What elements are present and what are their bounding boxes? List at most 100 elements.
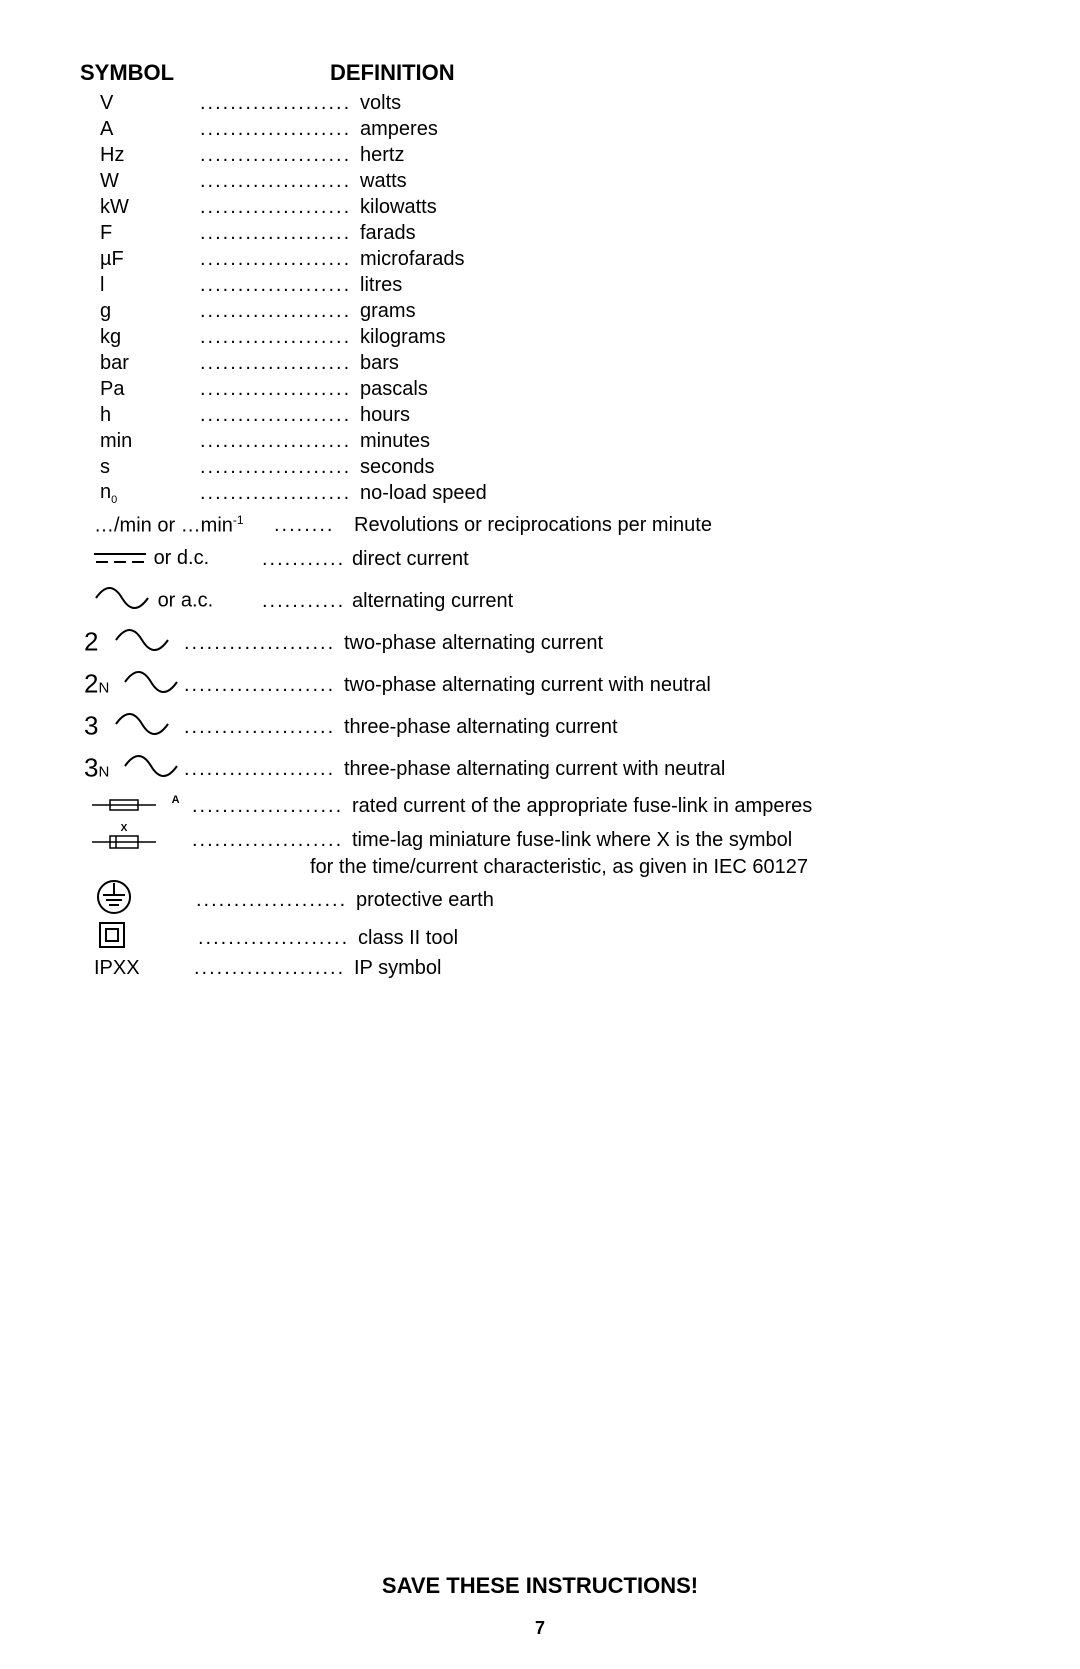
row-ipxx: IPXX ........................ IP symbol: [80, 955, 1000, 981]
symbol: 3N: [80, 752, 184, 787]
symbol: A: [80, 118, 200, 141]
dots: ........................: [192, 795, 342, 818]
sine-wave-icon: [112, 710, 172, 745]
definition: three-phase alternating current: [334, 716, 1000, 739]
row-pa: Pa ........................ pascals: [80, 376, 1000, 402]
definition: direct current: [342, 548, 1000, 571]
symbol: g: [80, 300, 200, 323]
dots: ........................: [200, 144, 350, 167]
definition: watts: [350, 170, 1000, 193]
symbol-pre: n: [100, 481, 111, 503]
dots: ...............: [262, 548, 342, 571]
definition: kilograms: [350, 326, 1000, 349]
definition: litres: [350, 274, 1000, 297]
symbol: Pa: [80, 378, 200, 401]
row-dc: or d.c. ............... direct current: [80, 538, 1000, 580]
definition: grams: [350, 300, 1000, 323]
definition: class II tool: [348, 927, 1000, 950]
symbol: F: [80, 222, 200, 245]
definition: amperes: [350, 118, 1000, 141]
dots: ........................: [200, 456, 350, 479]
fuse-icon: [92, 795, 162, 818]
dots: ........................: [200, 482, 350, 505]
dots: ........................: [200, 248, 350, 271]
protective-earth-icon: [96, 879, 132, 921]
symbol: …/min or …min-1: [80, 513, 274, 538]
symbol: or d.c.: [80, 547, 262, 570]
symbol-suffix: or d.c.: [154, 547, 210, 569]
row-bar: bar ........................ bars: [80, 350, 1000, 376]
row-2phase: 2 ........................ two-phase alt…: [80, 622, 1000, 664]
definition: two-phase alternating current with neutr…: [334, 674, 1000, 697]
symbol: or a.c.: [80, 584, 262, 618]
dots: ........................: [200, 326, 350, 349]
sine-wave-icon: [121, 668, 181, 703]
symbol: kg: [80, 326, 200, 349]
row-earth: ........................ protective eart…: [80, 879, 1000, 921]
row-class2: ........................ class II tool: [80, 921, 1000, 955]
dots: ........................: [200, 404, 350, 427]
dots: ........................: [200, 378, 350, 401]
svg-text:X: X: [121, 823, 128, 834]
dots: ........................: [200, 196, 350, 219]
row-rpm: …/min or …min-1 ........ Revolutions or …: [80, 512, 1000, 538]
row-min: min ........................ minutes: [80, 428, 1000, 454]
row-w: W ........................ watts: [80, 168, 1000, 194]
symbol: n0: [80, 481, 200, 506]
dots: ........................: [184, 758, 334, 781]
header-symbol: SYMBOL: [80, 60, 330, 86]
row-h: h ........................ hours: [80, 402, 1000, 428]
footer-text: SAVE THESE INSTRUCTIONS!: [0, 1573, 1080, 1599]
dots: ........: [274, 514, 344, 537]
header-row: SYMBOL DEFINITION: [80, 60, 1000, 86]
sine-wave-icon: [121, 752, 181, 787]
row-3n-phase: 3N ........................ three-phase …: [80, 748, 1000, 790]
symbol: Hz: [80, 144, 200, 167]
dots: ........................: [200, 430, 350, 453]
row-3phase: 3 ........................ three-phase a…: [80, 706, 1000, 748]
definition: pascals: [350, 378, 1000, 401]
row-f: F ........................ farads: [80, 220, 1000, 246]
symbol-pre: 2: [84, 668, 98, 698]
symbol: s: [80, 456, 200, 479]
row-a: A ........................ amperes: [80, 116, 1000, 142]
symbol-suffix: or a.c.: [158, 589, 214, 611]
definition: farads: [350, 222, 1000, 245]
dots: ........................: [200, 222, 350, 245]
symbol: W: [80, 170, 200, 193]
dc-icon: [92, 548, 148, 571]
row-g: g ........................ grams: [80, 298, 1000, 324]
definition: time-lag miniature fuse-link where X is …: [342, 829, 1000, 852]
dots: ........................: [200, 352, 350, 375]
symbol-small: N: [98, 679, 109, 696]
timelag-fuse-icon: X: [92, 822, 162, 858]
dots: ...............: [262, 590, 342, 613]
symbol: [80, 921, 198, 955]
row-uf: µF ........................ microfarads: [80, 246, 1000, 272]
symbol: V: [80, 92, 200, 115]
dots: ........................: [200, 118, 350, 141]
symbol: 3: [80, 710, 184, 745]
dots: ........................: [184, 674, 334, 697]
symbol: h: [80, 404, 200, 427]
row-n0: n0 ........................ no-load spee…: [80, 480, 1000, 506]
row-v: V ........................ volts: [80, 90, 1000, 116]
dots: ........................: [200, 92, 350, 115]
row-l: l ........................ litres: [80, 272, 1000, 298]
page-content: SYMBOL DEFINITION V ....................…: [0, 0, 1080, 981]
symbol-sup: -1: [233, 513, 244, 527]
symbol: X: [80, 822, 192, 858]
symbol: l: [80, 274, 200, 297]
definition: no-load speed: [350, 482, 1000, 505]
symbol-pre: …/min or …min: [94, 514, 233, 536]
definition: volts: [350, 92, 1000, 115]
row-kw: kW ........................ kilowatts: [80, 194, 1000, 220]
header-definition: DEFINITION: [330, 60, 1000, 86]
dots: ........................: [184, 716, 334, 739]
symbol: [80, 879, 196, 921]
definition: microfarads: [350, 248, 1000, 271]
sine-wave-icon: [92, 584, 152, 618]
symbol-pre: 2: [84, 626, 98, 656]
definition: seconds: [350, 456, 1000, 479]
definition: minutes: [350, 430, 1000, 453]
